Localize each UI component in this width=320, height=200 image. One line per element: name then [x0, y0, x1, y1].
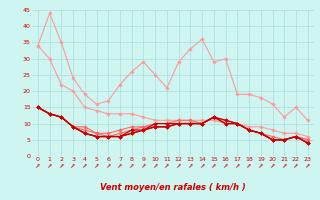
Text: →: → — [140, 161, 147, 169]
Text: →: → — [198, 161, 206, 169]
Text: →: → — [105, 161, 112, 169]
Text: →: → — [81, 161, 88, 169]
Text: →: → — [234, 161, 241, 169]
Text: →: → — [128, 161, 135, 169]
Text: →: → — [152, 161, 159, 169]
Text: →: → — [69, 161, 77, 169]
Text: →: → — [245, 161, 253, 169]
Text: →: → — [222, 161, 229, 169]
Text: →: → — [34, 161, 42, 169]
Text: →: → — [175, 161, 182, 169]
Text: →: → — [58, 161, 65, 169]
Text: →: → — [292, 161, 300, 169]
Text: Vent moyen/en rafales ( km/h ): Vent moyen/en rafales ( km/h ) — [100, 183, 246, 192]
Text: →: → — [187, 161, 194, 169]
Text: →: → — [257, 161, 264, 169]
Text: →: → — [93, 161, 100, 169]
Text: →: → — [46, 161, 53, 169]
Text: →: → — [281, 161, 288, 169]
Text: →: → — [269, 161, 276, 169]
Text: →: → — [210, 161, 218, 169]
Text: →: → — [304, 161, 311, 169]
Text: →: → — [116, 161, 124, 169]
Text: →: → — [163, 161, 171, 169]
